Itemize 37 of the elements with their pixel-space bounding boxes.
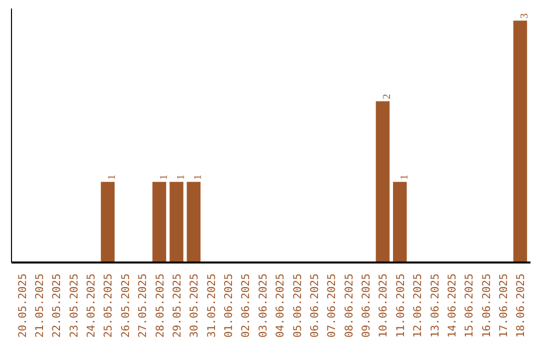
x-tick-label: 29.05.2025 (170, 274, 184, 338)
x-tick-label: 16.06.2025 (480, 274, 493, 338)
x-tick-label: 17.06.2025 (497, 274, 510, 338)
x-tick-label: 05.06.2025 (290, 274, 304, 338)
x-tick-label: 14.06.2025 (445, 274, 458, 338)
data-label: 1 (107, 174, 118, 180)
x-tick-label: 25.05.2025 (102, 274, 115, 338)
x-tick-label: 22.05.2025 (50, 274, 64, 338)
data-label: 1 (158, 174, 170, 180)
x-tick-label: 13.06.2025 (428, 274, 442, 338)
x-tick-label: 08.06.2025 (342, 274, 356, 338)
x-tick-label: 06.06.2025 (308, 274, 321, 338)
x-tick-label: 10.06.2025 (376, 274, 390, 338)
x-tick-label: 04.06.2025 (274, 274, 287, 338)
x-tick-label: 18.06.2025 (514, 274, 528, 338)
x-tick-label: 20.05.2025 (16, 274, 29, 338)
x-tick-label: 30.05.2025 (188, 274, 201, 338)
x-tick-label: 27.05.2025 (136, 274, 150, 338)
x-tick-label: 26.05.2025 (118, 274, 132, 338)
x-tick-label: 11.06.2025 (394, 274, 407, 338)
x-tick-label: 03.06.2025 (256, 274, 270, 338)
data-label: 1 (193, 174, 204, 180)
x-tick-label: 01.06.2025 (222, 274, 236, 338)
x-tick-label: 28.05.2025 (153, 274, 166, 338)
x-tick-label: 23.05.2025 (67, 274, 80, 338)
data-label: 1 (399, 174, 410, 180)
x-tick-label: 24.05.2025 (84, 274, 98, 338)
x-tick-label: 12.06.2025 (411, 274, 424, 338)
x-tick-label: 21.05.2025 (32, 274, 46, 338)
data-label: 1 (176, 174, 187, 180)
x-tick-label: 09.06.2025 (360, 274, 373, 338)
x-tick-label: 02.06.2025 (239, 274, 252, 338)
data-label: 2 (382, 94, 394, 100)
data-label: 3 (520, 13, 531, 19)
x-tick-label: 31.05.2025 (204, 274, 218, 338)
x-tick-label: 07.06.2025 (325, 274, 338, 338)
x-tick-label: 15.06.2025 (462, 274, 476, 338)
